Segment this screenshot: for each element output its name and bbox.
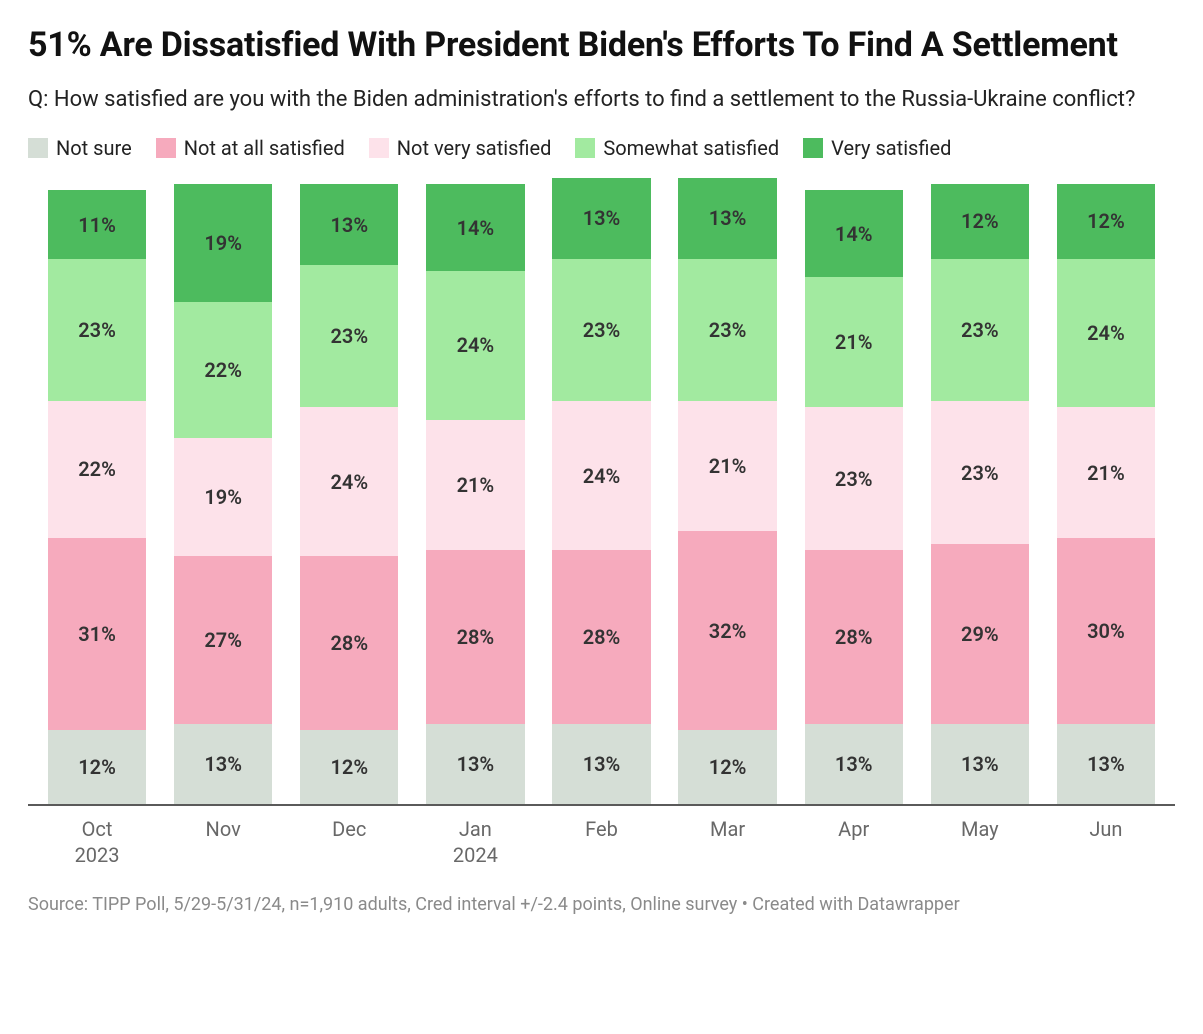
bar-column: 13%28%21%24%14% xyxy=(412,186,538,804)
legend-swatch xyxy=(28,138,48,158)
bar-segment-not_very: 21% xyxy=(678,401,776,531)
legend-swatch xyxy=(369,138,389,158)
legend-label: Not at all satisfied xyxy=(184,136,345,160)
bar-segment-not_sure: 12% xyxy=(48,730,146,804)
bar-segment-very: 13% xyxy=(300,184,398,265)
bar-segment-very: 14% xyxy=(805,190,903,277)
bar-segment-not_sure: 13% xyxy=(426,724,524,805)
x-axis-label: May xyxy=(917,816,1043,868)
bar-column: 13%30%21%24%12% xyxy=(1043,186,1169,804)
bar-segment-not_sure: 13% xyxy=(174,724,272,805)
legend-swatch xyxy=(575,138,595,158)
bar-segment-not_at_all: 32% xyxy=(678,531,776,729)
chart-subtitle: Q: How satisfied are you with the Biden … xyxy=(28,85,1175,115)
bar-segment-somewhat: 23% xyxy=(48,259,146,402)
bar-segment-somewhat: 23% xyxy=(931,259,1029,402)
bar-segment-somewhat: 24% xyxy=(426,271,524,420)
stacked-bar-chart: 12%31%22%23%11%13%27%19%22%19%12%28%24%2… xyxy=(28,186,1175,868)
bar-segment-not_very: 24% xyxy=(300,407,398,556)
bar-segment-very: 12% xyxy=(1057,184,1155,258)
legend-swatch xyxy=(803,138,823,158)
bar-segment-very: 12% xyxy=(931,184,1029,258)
legend-item-somewhat: Somewhat satisfied xyxy=(575,136,779,160)
legend-label: Somewhat satisfied xyxy=(603,136,779,160)
bar-column: 13%28%23%21%14% xyxy=(791,186,917,804)
stacked-bar: 12%28%24%23%13% xyxy=(300,184,398,804)
bar-segment-not_very: 21% xyxy=(1057,407,1155,537)
bar-column: 12%28%24%23%13% xyxy=(286,186,412,804)
bar-segment-very: 19% xyxy=(174,184,272,302)
stacked-bar: 13%27%19%22%19% xyxy=(174,184,272,804)
bar-segment-not_sure: 13% xyxy=(805,724,903,805)
bar-segment-not_sure: 13% xyxy=(931,724,1029,805)
bar-segment-not_at_all: 31% xyxy=(48,538,146,730)
bar-segment-not_sure: 13% xyxy=(552,724,650,805)
bar-segment-somewhat: 23% xyxy=(300,265,398,408)
bar-segment-not_at_all: 28% xyxy=(426,550,524,724)
bar-segment-not_very: 19% xyxy=(174,438,272,556)
bar-column: 12%31%22%23%11% xyxy=(34,186,160,804)
stacked-bar: 13%29%23%23%12% xyxy=(931,184,1029,804)
bar-segment-not_very: 22% xyxy=(48,401,146,537)
chart-legend: Not sure Not at all satisfied Not very sat… xyxy=(28,136,1175,160)
chart-footer: Source: TIPP Poll, 5/29-5/31/24, n=1,910… xyxy=(28,894,1175,915)
bar-segment-not_sure: 12% xyxy=(678,730,776,804)
legend-item-not_at_all: Not at all satisfied xyxy=(156,136,345,160)
bar-segment-somewhat: 24% xyxy=(1057,259,1155,408)
x-axis-label: Jan2024 xyxy=(412,816,538,868)
bar-segment-not_at_all: 27% xyxy=(174,556,272,723)
bar-segment-not_at_all: 28% xyxy=(552,550,650,724)
stacked-bar: 13%28%21%24%14% xyxy=(426,184,524,804)
bar-segment-not_at_all: 29% xyxy=(931,544,1029,724)
legend-item-very: Very satisfied xyxy=(803,136,951,160)
bar-column: 13%28%24%23%13% xyxy=(538,186,664,804)
legend-label: Not very satisfied xyxy=(397,136,552,160)
bar-segment-somewhat: 23% xyxy=(552,259,650,402)
legend-label: Not sure xyxy=(56,136,132,160)
stacked-bar: 13%28%23%21%14% xyxy=(805,190,903,804)
bar-segment-not_at_all: 30% xyxy=(1057,538,1155,724)
x-axis-label: Mar xyxy=(665,816,791,868)
x-axis-label: Apr xyxy=(791,816,917,868)
bar-segment-very: 13% xyxy=(678,178,776,259)
bar-segment-not_very: 24% xyxy=(552,401,650,550)
bar-segment-very: 11% xyxy=(48,190,146,258)
bar-segment-not_at_all: 28% xyxy=(300,556,398,730)
legend-item-not_very: Not very satisfied xyxy=(369,136,552,160)
legend-swatch xyxy=(156,138,176,158)
bar-segment-not_sure: 13% xyxy=(1057,724,1155,805)
chart-x-axis: Oct2023NovDecJan2024FebMarAprMayJun xyxy=(28,806,1175,868)
chart-title: 51% Are Dissatisfied With President Bide… xyxy=(28,24,1175,67)
stacked-bar: 12%32%21%23%13% xyxy=(678,178,776,804)
bar-column: 13%29%23%23%12% xyxy=(917,186,1043,804)
stacked-bar: 13%30%21%24%12% xyxy=(1057,184,1155,804)
x-axis-label: Feb xyxy=(538,816,664,868)
stacked-bar: 12%31%22%23%11% xyxy=(48,190,146,804)
bar-segment-not_at_all: 28% xyxy=(805,550,903,724)
x-axis-label: Nov xyxy=(160,816,286,868)
bar-column: 12%32%21%23%13% xyxy=(665,186,791,804)
bar-column: 13%27%19%22%19% xyxy=(160,186,286,804)
bar-segment-somewhat: 22% xyxy=(174,302,272,438)
x-axis-label: Dec xyxy=(286,816,412,868)
legend-label: Very satisfied xyxy=(831,136,951,160)
bar-segment-very: 13% xyxy=(552,178,650,259)
x-axis-label: Jun xyxy=(1043,816,1169,868)
bar-segment-not_sure: 12% xyxy=(300,730,398,804)
chart-plot-area: 12%31%22%23%11%13%27%19%22%19%12%28%24%2… xyxy=(28,186,1175,806)
bar-segment-not_very: 21% xyxy=(426,420,524,550)
legend-item-not_sure: Not sure xyxy=(28,136,132,160)
stacked-bar: 13%28%24%23%13% xyxy=(552,178,650,804)
bar-segment-not_very: 23% xyxy=(931,401,1029,544)
bar-segment-somewhat: 21% xyxy=(805,277,903,407)
bar-segment-very: 14% xyxy=(426,184,524,271)
x-axis-label: Oct2023 xyxy=(34,816,160,868)
bar-segment-somewhat: 23% xyxy=(678,259,776,402)
bar-segment-not_very: 23% xyxy=(805,407,903,550)
